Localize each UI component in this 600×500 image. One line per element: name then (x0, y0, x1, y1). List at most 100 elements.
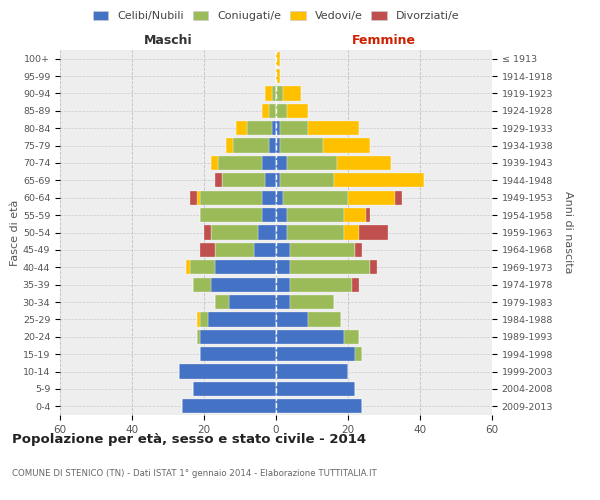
Bar (211, 226, 258, 239)
Bar (290, 295, 334, 309)
Bar (276, 104, 287, 118)
Bar (200, 312, 208, 326)
Bar (276, 121, 280, 136)
Bar (308, 121, 359, 136)
Text: Maschi: Maschi (143, 34, 193, 46)
Bar (215, 295, 229, 309)
Bar (287, 156, 337, 170)
Bar (197, 330, 200, 344)
Bar (280, 121, 308, 136)
Bar (190, 190, 197, 205)
Bar (226, 138, 233, 152)
Bar (236, 121, 247, 136)
Bar (290, 278, 352, 292)
Bar (276, 138, 280, 152)
Bar (204, 226, 211, 239)
Bar (276, 260, 290, 274)
Y-axis label: Fasce di età: Fasce di età (10, 200, 20, 266)
Text: Femmine: Femmine (352, 34, 416, 46)
Bar (276, 69, 280, 83)
Bar (262, 156, 276, 170)
Bar (276, 226, 287, 239)
Bar (262, 190, 276, 205)
Bar (355, 347, 362, 362)
Bar (276, 295, 290, 309)
Text: COMUNE DI STENICO (TN) - Dati ISTAT 1° gennaio 2014 - Elaborazione TUTTITALIA.IT: COMUNE DI STENICO (TN) - Dati ISTAT 1° g… (12, 469, 377, 478)
Bar (200, 243, 215, 257)
Bar (269, 104, 276, 118)
Bar (344, 208, 366, 222)
Bar (247, 121, 272, 136)
Bar (265, 86, 272, 101)
Bar (200, 208, 262, 222)
Bar (276, 364, 348, 378)
Bar (280, 138, 323, 152)
Bar (190, 260, 215, 274)
Bar (197, 190, 200, 205)
Bar (272, 121, 276, 136)
Bar (215, 173, 222, 188)
Bar (344, 330, 359, 344)
Bar (276, 190, 283, 205)
Bar (200, 190, 262, 205)
Bar (211, 278, 276, 292)
Bar (283, 190, 348, 205)
Bar (276, 399, 362, 413)
Bar (276, 243, 290, 257)
Bar (348, 190, 395, 205)
Text: Popolazione per età, sesso e stato civile - 2014: Popolazione per età, sesso e stato civil… (12, 432, 366, 446)
Bar (283, 86, 301, 101)
Bar (200, 330, 276, 344)
Bar (366, 208, 370, 222)
Bar (276, 382, 355, 396)
Bar (262, 104, 269, 118)
Bar (218, 156, 262, 170)
Bar (352, 278, 359, 292)
Bar (276, 86, 283, 101)
Bar (337, 156, 391, 170)
Bar (272, 86, 276, 101)
Bar (395, 190, 402, 205)
Bar (287, 226, 344, 239)
Bar (262, 208, 276, 222)
Bar (254, 243, 276, 257)
Bar (287, 208, 344, 222)
Bar (179, 364, 276, 378)
Bar (276, 52, 280, 66)
Bar (215, 243, 254, 257)
Bar (197, 312, 200, 326)
Bar (211, 156, 218, 170)
Bar (344, 226, 359, 239)
Bar (208, 312, 276, 326)
Bar (276, 312, 308, 326)
Bar (193, 278, 211, 292)
Bar (359, 226, 388, 239)
Bar (265, 173, 276, 188)
Bar (269, 138, 276, 152)
Bar (276, 347, 355, 362)
Bar (276, 208, 287, 222)
Bar (229, 295, 276, 309)
Bar (287, 104, 308, 118)
Bar (276, 156, 287, 170)
Y-axis label: Anni di nascita: Anni di nascita (563, 191, 573, 274)
Bar (222, 173, 265, 188)
Bar (182, 399, 276, 413)
Bar (290, 243, 355, 257)
Bar (276, 173, 280, 188)
Bar (276, 330, 344, 344)
Bar (200, 347, 276, 362)
Bar (258, 226, 276, 239)
Bar (290, 260, 370, 274)
Bar (370, 260, 377, 274)
Bar (215, 260, 276, 274)
Bar (193, 382, 276, 396)
Bar (276, 278, 290, 292)
Bar (233, 138, 269, 152)
Bar (355, 243, 362, 257)
Bar (308, 312, 341, 326)
Bar (323, 138, 370, 152)
Bar (280, 173, 334, 188)
Bar (334, 173, 424, 188)
Legend: Celibi/Nubili, Coniugati/e, Vedovi/e, Divorziati/e: Celibi/Nubili, Coniugati/e, Vedovi/e, Di… (93, 10, 459, 21)
